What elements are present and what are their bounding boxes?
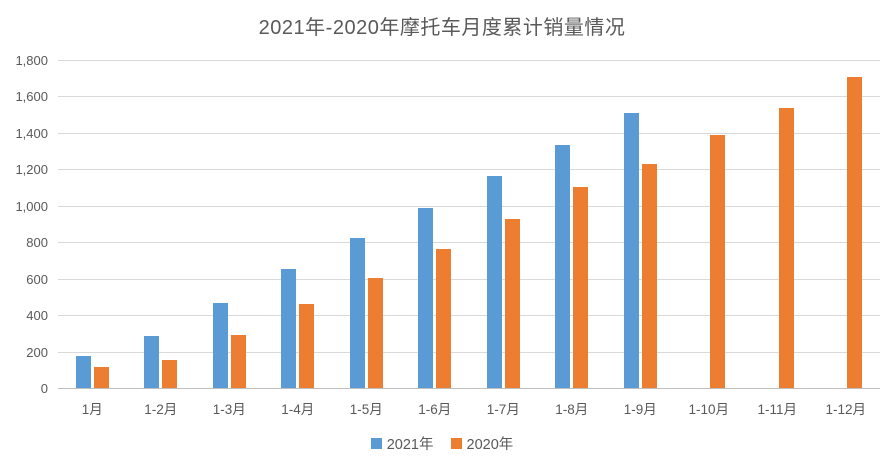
bar-2020年-1-5月 xyxy=(367,277,383,388)
legend-swatch xyxy=(450,438,462,449)
legend-label: 2021年 xyxy=(386,437,434,453)
gridline xyxy=(58,132,880,134)
bar-2020年-1-2月 xyxy=(162,359,178,388)
x-axis-tick-label: 1-3月 xyxy=(212,402,246,417)
x-axis-tick-label: 1-2月 xyxy=(144,402,178,417)
bar-2021年-1-4月 xyxy=(281,268,297,388)
bar-2021年-1-8月 xyxy=(555,144,571,388)
bar-2021年-1-9月 xyxy=(623,112,639,388)
bar-2021年-1月 xyxy=(75,356,91,388)
bar-2020年-1-3月 xyxy=(230,335,246,388)
y-axis-tick-label: 200 xyxy=(26,344,48,360)
x-axis-tick-label: 1-9月 xyxy=(623,402,657,417)
y-axis-tick-label: 1,400 xyxy=(15,125,48,141)
y-axis-tick-label: 800 xyxy=(26,235,48,251)
y-axis-tick-label: 1,600 xyxy=(15,89,48,105)
gridline xyxy=(58,169,880,171)
bar-2020年-1-4月 xyxy=(299,304,315,388)
y-axis-tick-label: 1,800 xyxy=(15,53,48,68)
x-axis-tick-label: 1月 xyxy=(81,402,103,417)
legend-swatch xyxy=(370,438,382,449)
bar-2021年-1-7月 xyxy=(486,175,502,388)
y-axis-tick-label: 1,000 xyxy=(15,198,48,214)
y-axis-tick-label: 600 xyxy=(26,271,48,287)
x-axis-tick-label: 1-8月 xyxy=(555,402,589,417)
x-axis-tick-label: 1-11月 xyxy=(757,402,798,417)
bar-2021年-1-6月 xyxy=(418,207,434,388)
bar-2021年-1-3月 xyxy=(212,302,228,388)
bar-2020年-1-10月 xyxy=(710,135,726,388)
bar-2020年-1-11月 xyxy=(778,107,794,388)
x-axis-tick-label: 1-4月 xyxy=(281,402,315,417)
gridline xyxy=(58,242,880,244)
bar-2020年-1-8月 xyxy=(573,187,589,388)
gridline xyxy=(58,205,880,207)
bar-2021年-1-2月 xyxy=(144,336,160,388)
bar-2020年-1-9月 xyxy=(641,164,657,388)
x-axis-line xyxy=(58,388,880,389)
bar-2020年-1月 xyxy=(93,367,109,388)
x-axis-tick-label: 1-6月 xyxy=(418,402,452,417)
x-axis-tick-label: 1-7月 xyxy=(486,402,520,417)
gridline xyxy=(58,278,880,280)
chart-title: 2021年-2020年摩托车月度累计销量情况 xyxy=(258,17,626,39)
legend-item-2020年: 2020年 xyxy=(450,433,514,454)
gridline xyxy=(58,315,880,317)
x-axis-tick-label: 1-5月 xyxy=(349,402,383,417)
bar-2020年-1-12月 xyxy=(847,76,863,388)
x-axis-tick-label: 1-10月 xyxy=(688,402,730,417)
gridline xyxy=(58,60,880,61)
bar-2021年-1-5月 xyxy=(349,237,365,388)
y-axis-tick-label: 0 xyxy=(40,381,48,396)
legend: 2021年 2020年 xyxy=(0,433,884,454)
bar-2020年-1-6月 xyxy=(436,249,452,388)
y-axis-tick-label: 400 xyxy=(26,308,48,324)
gridline xyxy=(58,96,880,98)
x-axis-tick-label: 1-12月 xyxy=(825,402,867,417)
bar-2020年-1-7月 xyxy=(504,218,520,388)
legend-label: 2020年 xyxy=(466,437,514,453)
gridline xyxy=(58,351,880,353)
legend-item-2021年: 2021年 xyxy=(370,433,434,454)
y-axis-tick-label: 1,200 xyxy=(15,162,48,178)
